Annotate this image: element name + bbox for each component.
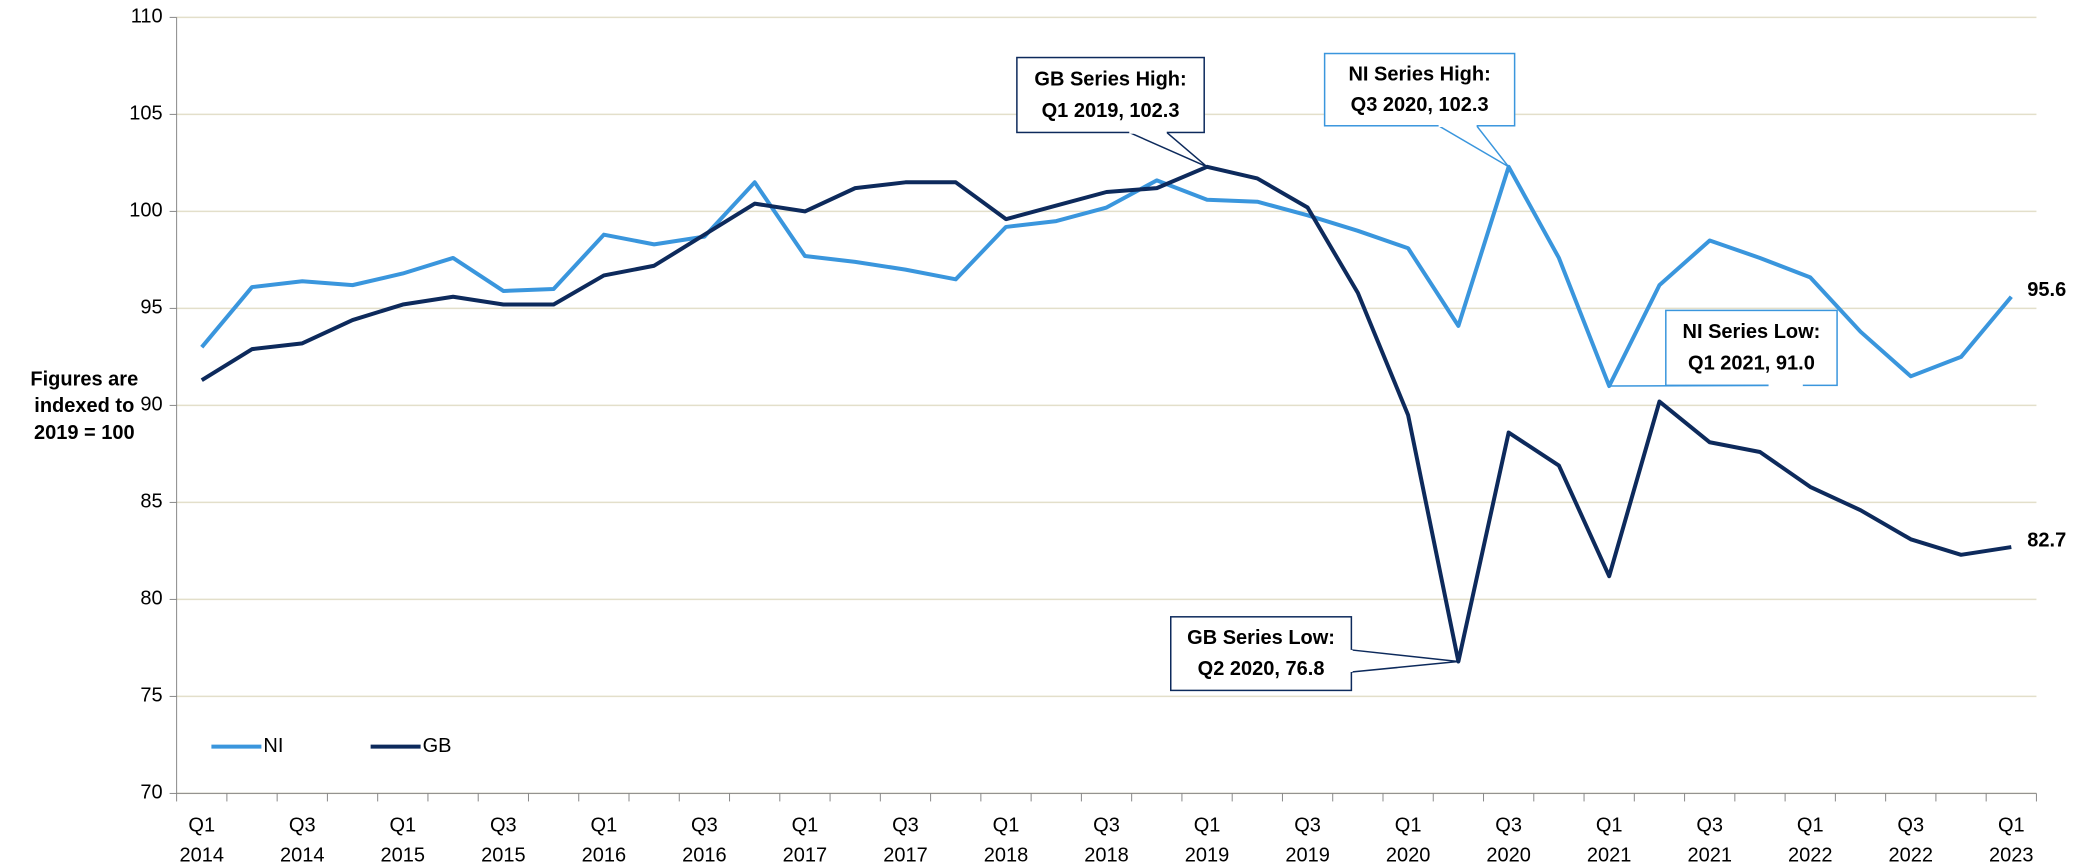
- annotation-box: [1170, 616, 1353, 692]
- x-tick-label: Q3 2017: [883, 815, 928, 863]
- x-tick-label: Q1 2023: [1989, 815, 2034, 863]
- y-tick-label: 105: [129, 103, 162, 125]
- end-label: 82.7: [2027, 529, 2066, 551]
- y-axis-label: 2019 = 100: [34, 422, 135, 444]
- x-tick-label: Q1 2022: [1788, 815, 1833, 863]
- annotation-text: GB Series Low:: [1187, 627, 1335, 649]
- annotation-leader: [1438, 125, 1510, 168]
- x-tick-label: Q1 2017: [783, 815, 828, 863]
- y-tick-label: 100: [129, 200, 162, 222]
- x-tick-label: Q3 2014: [280, 815, 325, 863]
- y-tick-label: 75: [140, 685, 162, 707]
- y-tick-label: 70: [140, 782, 162, 804]
- x-tick-label: Q1 2014: [179, 815, 224, 863]
- x-tick-label: Q3 2015: [481, 815, 526, 863]
- series-line: [200, 164, 2012, 664]
- annotation-box: [1665, 309, 1838, 387]
- annotation-leader: [1609, 384, 1803, 387]
- x-tick-label: Q3 2022: [1889, 815, 1934, 863]
- x-tick-label: Q3 2018: [1084, 815, 1129, 863]
- x-tick-label: Q1 2021: [1587, 815, 1632, 863]
- y-tick-label: 85: [140, 491, 162, 513]
- annotation-text: NI Series Low:: [1683, 321, 1821, 343]
- annotation-text: Q1 2019, 102.3: [1042, 100, 1180, 122]
- annotation-text: Q2 2020, 76.8: [1198, 658, 1325, 680]
- legend-label: GB: [423, 735, 452, 757]
- x-tick-label: Q1 2020: [1386, 815, 1431, 863]
- y-tick-label: 110: [131, 6, 163, 28]
- x-tick-label: Q1 2019: [1185, 815, 1230, 863]
- annotation-box: [1016, 56, 1205, 134]
- annotation-text: Q3 2020, 102.3: [1351, 94, 1489, 116]
- x-tick-label: Q1 2018: [984, 815, 1029, 863]
- annotation-leader: [1128, 131, 1208, 168]
- annotation-text: NI Series High:: [1348, 63, 1490, 85]
- x-tick-label: Q3 2016: [682, 815, 727, 863]
- y-axis-label: Figures are: [30, 368, 138, 390]
- annotation-text: GB Series High:: [1034, 68, 1186, 90]
- series-line: [200, 164, 2013, 389]
- x-tick-label: Q3 2021: [1687, 815, 1732, 863]
- annotation-box: [1323, 52, 1516, 127]
- y-tick-label: 80: [140, 588, 162, 610]
- x-tick-label: Q3 2020: [1486, 815, 1531, 863]
- x-tick-label: Q3 2019: [1285, 815, 1330, 863]
- y-axis-label: indexed to: [34, 395, 134, 417]
- annotation-text: Q1 2021, 91.0: [1688, 353, 1815, 375]
- end-label: 95.6: [2027, 279, 2066, 301]
- y-tick-label: 95: [140, 297, 162, 319]
- x-tick-label: Q1 2015: [381, 815, 426, 863]
- x-tick-label: Q1 2016: [582, 815, 627, 863]
- legend-label: NI: [263, 735, 283, 757]
- annotation-leader: [1351, 649, 1459, 673]
- y-tick-label: 90: [140, 394, 162, 416]
